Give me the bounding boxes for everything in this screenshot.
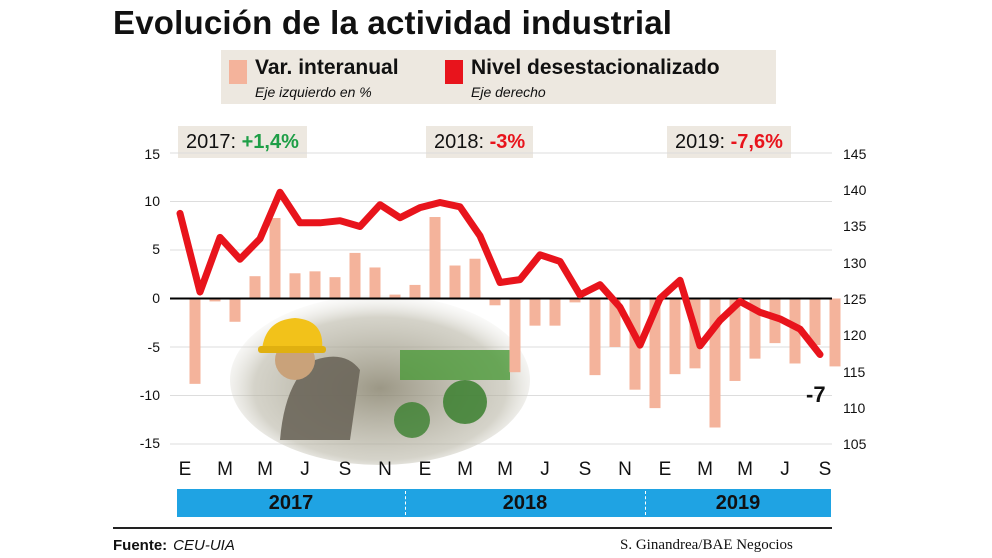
left-tick: -15 (139, 435, 160, 451)
bar-var-interanual (629, 298, 641, 390)
bar-var-interanual (509, 298, 521, 373)
bar-var-interanual (249, 276, 261, 299)
right-tick: 135 (843, 218, 867, 234)
month-label: M (217, 459, 233, 480)
bar-var-interanual (729, 298, 741, 381)
left-tick: 5 (152, 241, 160, 257)
bar-var-interanual (489, 298, 501, 306)
left-tick: 0 (152, 290, 160, 306)
month-label: E (418, 459, 432, 480)
legend-sublabel: Eje izquierdo en % (255, 84, 372, 100)
last-value-label: -7 (806, 382, 826, 407)
summary-year: 2017: (186, 131, 237, 153)
month-label: E (658, 459, 672, 480)
bar-var-interanual (309, 271, 321, 299)
bar-var-interanual (369, 267, 381, 299)
left-tick: 15 (144, 146, 160, 162)
year-label: 2019 (715, 492, 761, 514)
year-divider (405, 491, 406, 515)
year-label: 2018 (502, 492, 548, 514)
month-label: S (338, 459, 352, 480)
right-tick: 130 (843, 255, 867, 271)
right-tick: 110 (843, 400, 866, 416)
right-tick: 120 (843, 327, 867, 343)
credit: S. Ginandrea/BAE Negocios (620, 537, 793, 553)
month-label: M (497, 459, 513, 480)
source-value: CEU-UIA (173, 537, 235, 554)
bar-var-interanual (469, 258, 481, 299)
month-label: S (578, 459, 592, 480)
right-tick: 115 (843, 364, 866, 380)
month-label: N (618, 459, 632, 480)
bar-var-interanual (589, 298, 601, 376)
bar-var-interanual (829, 298, 841, 367)
factory-worker-photo (230, 295, 530, 465)
month-label: M (457, 459, 473, 480)
bar-var-interanual (529, 298, 541, 326)
bar-var-interanual (709, 298, 721, 428)
year-band: 2017 2018 2019 (177, 489, 831, 517)
chart-title: Evolución de la actividad industrial (113, 4, 673, 41)
left-tick: -5 (147, 339, 160, 355)
legend-label: Nivel desestacionalizado (471, 56, 720, 79)
source-label: Fuente: (113, 537, 168, 554)
bar-var-interanual (209, 298, 221, 302)
month-label: J (780, 459, 790, 480)
bar-var-interanual (449, 265, 461, 299)
summary-value: -3% (489, 131, 526, 153)
month-label: N (378, 459, 392, 480)
bar-var-interanual (749, 298, 761, 359)
bar-var-interanual (269, 217, 281, 299)
bar-var-interanual (389, 294, 401, 299)
bar-var-interanual (229, 298, 241, 322)
footer-rule (113, 527, 832, 529)
left-tick: 10 (144, 193, 160, 209)
month-label: J (540, 459, 550, 480)
summary-value: +1,4% (241, 131, 299, 153)
year-divider (645, 491, 646, 515)
summary-year: 2018: (434, 131, 485, 153)
bar-var-interanual (569, 298, 581, 303)
legend-swatch-line (445, 60, 463, 84)
month-label: M (737, 459, 753, 480)
right-tick: 145 (843, 146, 867, 162)
year-label: 2017 (268, 492, 314, 514)
month-label: J (300, 459, 310, 480)
bar-var-interanual (669, 298, 681, 375)
legend-label: Var. interanual (255, 56, 399, 79)
month-label: E (178, 459, 192, 480)
bar-var-interanual (189, 298, 201, 384)
bar-var-interanual (289, 273, 301, 299)
bar-var-interanual (349, 252, 361, 299)
bar-var-interanual (809, 298, 821, 346)
summary-value: -7,6% (730, 131, 783, 153)
source-line: Fuente: CEU-UIA (113, 537, 235, 554)
bar-var-interanual (329, 277, 341, 299)
bar-var-interanual (649, 298, 661, 409)
bar-var-interanual (549, 298, 561, 326)
legend-sublabel: Eje derecho (471, 84, 546, 100)
right-tick: 125 (843, 291, 867, 307)
left-tick: -10 (139, 387, 160, 403)
month-label: M (697, 459, 713, 480)
bar-var-interanual (609, 298, 621, 347)
summary-year: 2019: (675, 131, 726, 153)
right-tick: 140 (843, 182, 867, 198)
right-tick: 105 (843, 436, 867, 452)
month-label: M (257, 459, 273, 480)
bar-var-interanual (789, 298, 801, 364)
legend: Var. interanual Eje izquierdo en % Nivel… (221, 50, 776, 104)
month-label: S (818, 459, 832, 480)
legend-swatch-bar (229, 60, 247, 84)
bar-var-interanual (429, 217, 441, 299)
bar-var-interanual (409, 284, 421, 299)
series-line-nivel (176, 188, 824, 358)
